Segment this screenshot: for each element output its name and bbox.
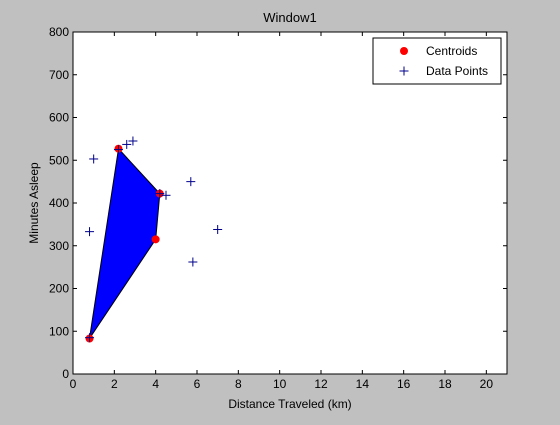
x-tick-label: 4 [152,377,159,391]
x-tick-label: 6 [194,377,201,391]
y-tick-label: 700 [49,68,69,82]
x-tick-label: 0 [70,377,77,391]
x-tick-label: 12 [314,377,328,391]
x-tick-label: 14 [356,377,370,391]
y-axis-label: Minutes Asleep [27,162,41,244]
y-tick-label: 300 [49,239,69,253]
y-tick-label: 0 [62,367,69,381]
legend: Centroids Data Points [373,38,501,84]
x-tick-label: 10 [273,377,287,391]
legend-label-2: Data Points [426,64,488,78]
x-tick-label: 18 [438,377,452,391]
chart-title: Window1 [263,10,316,25]
x-tick-label: 8 [235,377,242,391]
x-tick-label: 20 [480,377,494,391]
x-tick-label: 16 [397,377,411,391]
centroid-point-4 [152,236,159,243]
y-tick-label: 400 [49,196,69,210]
x-axis-label: Distance Traveled (km) [228,397,351,411]
legend-label-1: Centroids [426,44,477,58]
y-tick-label: 200 [49,282,69,296]
legend-centroids-marker [401,48,408,55]
y-tick-label: 500 [49,153,69,167]
x-tick-label: 2 [111,377,118,391]
y-tick-label: 600 [49,111,69,125]
y-tick-label: 100 [49,324,69,338]
y-tick-label: 800 [49,25,69,39]
